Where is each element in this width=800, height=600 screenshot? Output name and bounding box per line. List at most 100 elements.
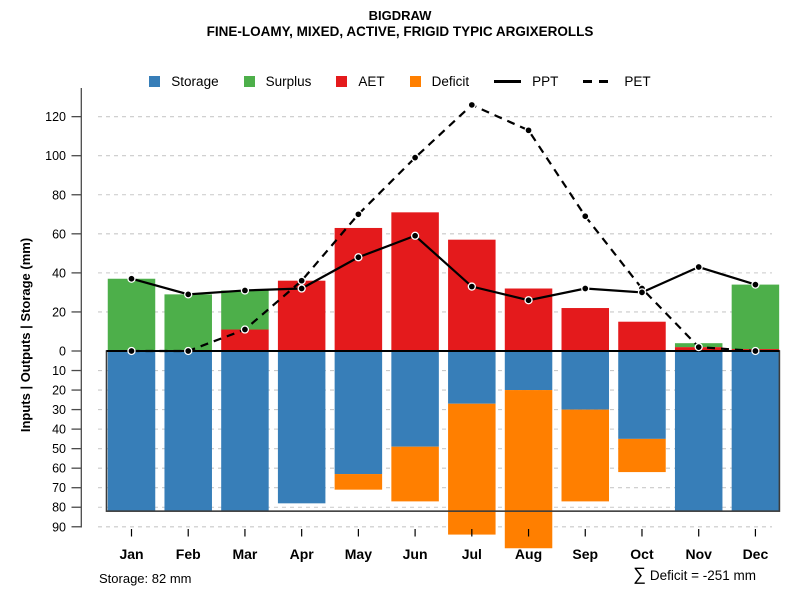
y-tick-label-lower-50: 50 bbox=[52, 442, 66, 456]
y-tick-label-lower-10: 10 bbox=[52, 364, 66, 378]
ppt-point-Feb bbox=[184, 290, 193, 299]
legend-label-ppt: PPT bbox=[532, 73, 559, 89]
y-tick-label-lower-30: 30 bbox=[52, 403, 66, 417]
y-tick-label-lower-70: 70 bbox=[52, 481, 66, 495]
bar-storage-Dec bbox=[731, 351, 780, 512]
bar-deficit-Jul bbox=[448, 403, 496, 535]
y-tick-label-lower-20: 20 bbox=[52, 384, 66, 398]
bar-storage-Jan bbox=[107, 351, 156, 512]
storage-note: Storage: 82 mm bbox=[99, 571, 192, 586]
y-tick-label-upper-120: 120 bbox=[45, 110, 66, 124]
legend-item-ppt: PPT bbox=[494, 74, 558, 89]
y-tick-label-upper-100: 100 bbox=[45, 149, 66, 163]
pet-point-Feb bbox=[184, 346, 193, 356]
bar-deficit-Sep bbox=[561, 409, 610, 502]
storage-swatch-icon bbox=[149, 75, 161, 87]
bar-surplus-Dec bbox=[731, 284, 780, 350]
bar-storage-Jul bbox=[448, 351, 496, 404]
ppt-point-Apr bbox=[297, 284, 306, 293]
ppt-point-Dec bbox=[751, 280, 760, 289]
y-tick-label-upper-60: 60 bbox=[52, 227, 66, 241]
y-tick-label-upper-40: 40 bbox=[52, 266, 66, 280]
x-tick-label-May: May bbox=[345, 546, 372, 562]
ppt-point-Nov bbox=[694, 262, 703, 272]
x-tick-label-Jun: Jun bbox=[403, 546, 428, 562]
chart-subtitle: FINE-LOAMY, MIXED, ACTIVE, FRIGID TYPIC … bbox=[206, 24, 594, 39]
bar-aet-May bbox=[334, 227, 383, 351]
x-tick-label-Mar: Mar bbox=[232, 546, 257, 562]
ppt-point-Jul bbox=[467, 282, 476, 291]
ppt-line bbox=[131, 234, 756, 302]
legend-label-pet: PET bbox=[624, 73, 651, 89]
pet-point-Apr bbox=[297, 276, 306, 285]
x-tick-label-Dec: Dec bbox=[743, 546, 769, 562]
deficit-swatch-icon bbox=[409, 75, 421, 87]
aet-swatch-icon bbox=[336, 75, 348, 87]
bar-storage-Apr bbox=[277, 351, 326, 504]
solid-line-icon bbox=[494, 79, 522, 83]
x-tick-label-Sep: Sep bbox=[572, 546, 598, 562]
pet-point-Jan bbox=[127, 346, 136, 356]
legend-item-pet: PET bbox=[583, 73, 651, 89]
bar-aet-Jul bbox=[448, 239, 496, 351]
pet-point-Aug bbox=[524, 126, 533, 135]
y-tick-label-upper-20: 20 bbox=[52, 305, 66, 319]
pet-point-May bbox=[354, 210, 363, 219]
bar-deficit-Oct bbox=[618, 438, 666, 473]
x-tick-label-Jan: Jan bbox=[119, 546, 143, 562]
legend-item-aet: AET bbox=[336, 73, 385, 89]
ppt-point-May bbox=[354, 253, 363, 262]
pet-line bbox=[131, 103, 756, 353]
legend-label-aet: AET bbox=[358, 73, 385, 89]
dashed-line-icon bbox=[583, 79, 614, 83]
bar-storage-Jun bbox=[391, 351, 439, 447]
y-tick-label-upper-80: 80 bbox=[52, 188, 66, 202]
bar-storage-May bbox=[334, 351, 383, 475]
x-tick-label-Apr: Apr bbox=[290, 546, 315, 562]
x-tick-label-Feb: Feb bbox=[176, 546, 201, 562]
bar-surplus-Mar bbox=[221, 290, 269, 330]
x-tick-label-Nov: Nov bbox=[685, 546, 712, 562]
bar-deficit-May bbox=[334, 474, 383, 490]
pet-point-Sep bbox=[581, 212, 590, 221]
ppt-point-Jun bbox=[410, 231, 420, 240]
y-tick-label-lower-40: 40 bbox=[52, 423, 66, 437]
ppt-point-Mar bbox=[240, 286, 250, 295]
x-tick-label-Jul: Jul bbox=[462, 546, 482, 562]
bar-storage-Nov bbox=[674, 351, 723, 512]
pet-point-Jun bbox=[410, 153, 420, 162]
y-tick-label-upper-0: 0 bbox=[59, 345, 66, 359]
y-tick-label-lower-80: 80 bbox=[52, 501, 66, 515]
legend-item-deficit: Deficit bbox=[409, 73, 470, 89]
chart-title: BIGDRAW bbox=[368, 8, 432, 23]
bar-storage-Mar bbox=[221, 351, 269, 512]
pet-point-Jul bbox=[467, 100, 476, 110]
x-tick-label-Aug: Aug bbox=[515, 546, 542, 562]
legend-label-surplus: Surplus bbox=[265, 73, 312, 89]
bar-storage-Aug bbox=[504, 351, 553, 391]
bar-surplus-Jan bbox=[107, 278, 156, 351]
bar-storage-Oct bbox=[618, 351, 666, 439]
title-block: BIGDRAW FINE-LOAMY, MIXED, ACTIVE, FRIGI… bbox=[0, 8, 800, 40]
bar-deficit-Jun bbox=[391, 446, 439, 502]
ppt-point-Sep bbox=[581, 284, 590, 293]
bar-storage-Sep bbox=[561, 351, 610, 410]
pet-point-Nov bbox=[694, 342, 703, 352]
pet-point-Mar bbox=[240, 325, 250, 334]
legend-label-deficit: Deficit bbox=[431, 73, 470, 89]
bar-surplus-Feb bbox=[164, 294, 212, 351]
ppt-point-Aug bbox=[524, 296, 533, 305]
legend-item-storage: Storage bbox=[149, 73, 219, 89]
bar-storage-Feb bbox=[164, 351, 212, 512]
legend-item-surplus: Surplus bbox=[243, 73, 312, 89]
bar-aet-Oct bbox=[618, 321, 666, 351]
sum-deficit-text: Deficit = -251 mm bbox=[649, 568, 756, 583]
legend-label-storage: Storage bbox=[171, 73, 219, 89]
sigma-icon: ∑ bbox=[633, 564, 646, 584]
x-tick-label-Oct: Oct bbox=[630, 546, 654, 562]
y-tick-label-lower-60: 60 bbox=[52, 462, 66, 476]
y-tick-label-lower-90: 90 bbox=[52, 520, 66, 534]
pet-point-Dec bbox=[751, 346, 760, 356]
